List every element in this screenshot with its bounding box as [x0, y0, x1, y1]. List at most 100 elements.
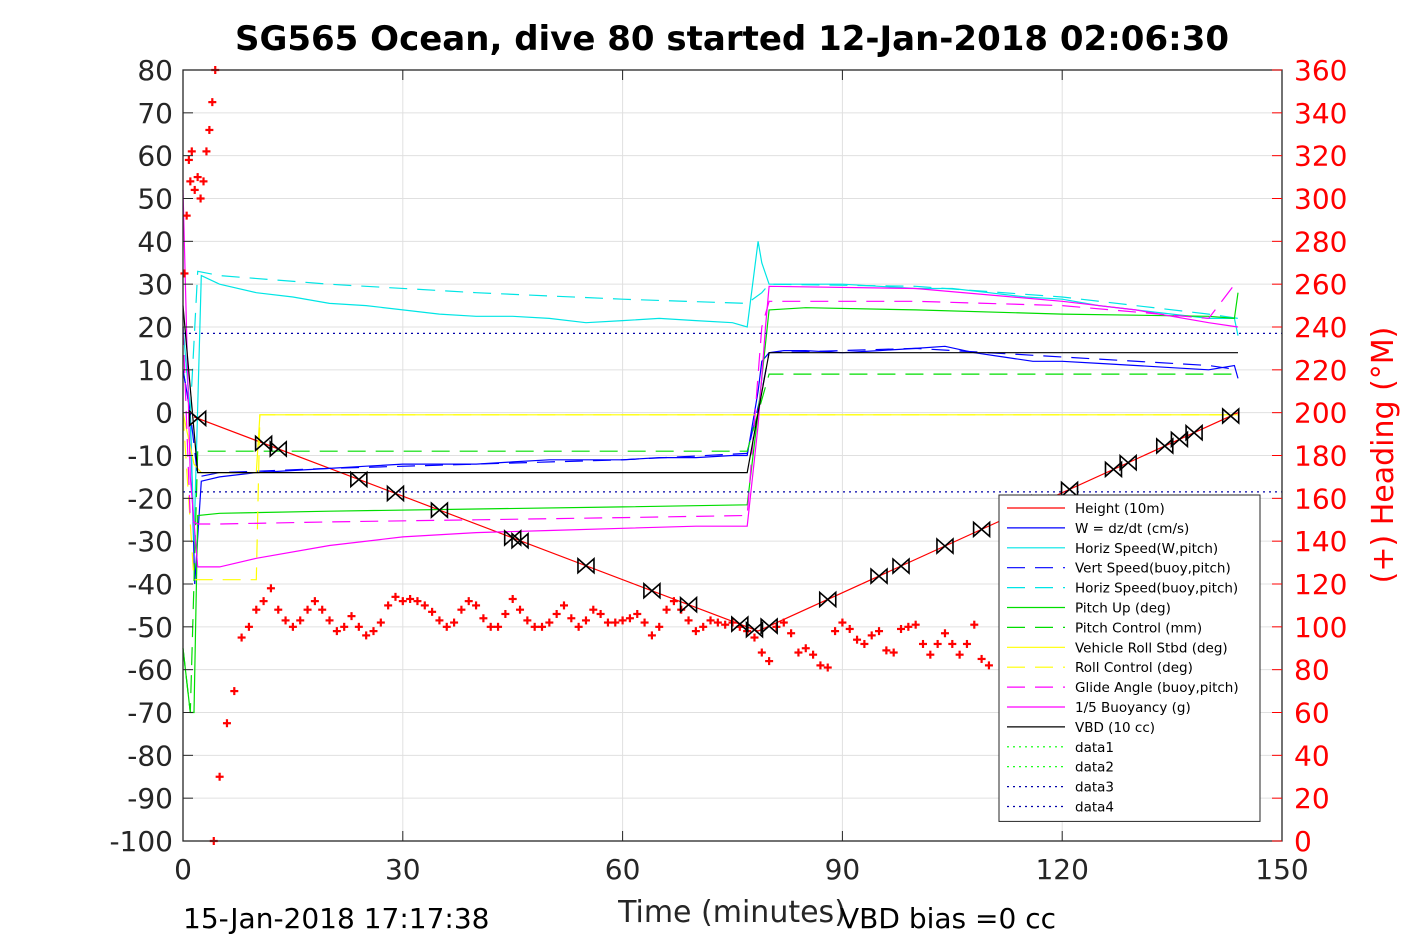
heading-marker	[190, 185, 199, 194]
y2-tick-label: 200	[1294, 397, 1347, 430]
legend-label: Horiz Speed(W,pitch)	[1075, 541, 1218, 557]
y2-tick-label: 20	[1294, 782, 1330, 815]
legend-label: W = dz/dt (cm/s)	[1075, 521, 1189, 537]
heading-marker	[391, 592, 400, 601]
heading-marker	[706, 616, 715, 625]
series-line-5	[182, 292, 1239, 714]
wedge-marker	[1221, 407, 1240, 425]
heading-marker	[559, 601, 568, 610]
footer-vbd-bias: VBD bias =0 cc	[840, 902, 1056, 935]
heading-marker	[274, 605, 283, 614]
legend-box	[998, 494, 1261, 822]
heading-marker	[721, 620, 730, 629]
legend-label: data2	[1075, 760, 1114, 776]
heading-marker	[801, 644, 810, 653]
heading-marker	[215, 772, 224, 781]
heading-marker	[472, 601, 481, 610]
heading-marker	[640, 618, 649, 627]
heading-marker	[325, 616, 334, 625]
heading-marker	[354, 622, 363, 631]
heading-marker	[933, 639, 942, 648]
heading-marker	[259, 597, 268, 606]
y-tick-label: 50	[137, 183, 173, 216]
wedge-marker	[577, 556, 595, 575]
wedge-marker	[972, 520, 991, 539]
y2-tick-label: 360	[1294, 54, 1347, 87]
heading-marker	[296, 616, 305, 625]
y2-tick-label: 0	[1294, 825, 1312, 858]
y-tick-label: -60	[127, 654, 173, 687]
y-tick-label: -30	[127, 525, 173, 558]
y2-axis-label: (+) Heading (°M)	[1366, 327, 1401, 584]
heading-marker	[948, 639, 957, 648]
heading-marker	[662, 605, 671, 614]
wedge-marker	[1119, 453, 1137, 472]
y2-tick-label: 220	[1294, 354, 1347, 387]
wedge-marker	[350, 470, 368, 489]
heading-marker	[684, 616, 693, 625]
y-tick-label: -20	[127, 482, 173, 515]
x-tick-label: 150	[1255, 853, 1308, 886]
heading-marker	[875, 627, 884, 636]
heading-marker	[479, 614, 488, 623]
heading-marker	[266, 584, 275, 593]
heading-marker	[625, 614, 634, 623]
heading-marker	[699, 622, 708, 631]
y2-tick-label: 140	[1294, 525, 1347, 558]
heading-marker	[889, 648, 898, 657]
wedge-marker	[269, 440, 288, 458]
heading-marker	[970, 620, 979, 629]
wedge-marker	[1104, 460, 1123, 479]
y2-tick-label: 160	[1294, 482, 1347, 515]
wedge-marker	[892, 557, 910, 575]
heading-marker	[442, 622, 451, 631]
heading-marker	[611, 618, 620, 627]
series-line-8	[182, 412, 1238, 581]
heading-marker	[779, 618, 788, 627]
y2-tick-label: 80	[1294, 654, 1330, 687]
heading-marker	[574, 622, 583, 631]
wedge-marker	[1185, 423, 1203, 442]
y-tick-label: 70	[137, 97, 173, 130]
y-tick-label: -40	[127, 568, 173, 601]
heading-marker	[406, 594, 415, 603]
heading-marker	[486, 622, 495, 631]
heading-marker	[450, 618, 459, 627]
wedge-marker	[870, 567, 888, 585]
legend-label: data3	[1075, 780, 1114, 796]
heading-marker	[757, 648, 766, 657]
heading-marker	[332, 627, 341, 636]
legend-label: Horiz Speed(buoy,pitch)	[1075, 581, 1238, 597]
wedge-marker	[188, 409, 207, 428]
y-tick-label: -10	[127, 440, 173, 473]
heading-marker	[230, 687, 239, 696]
heading-marker	[867, 631, 876, 640]
heading-marker	[538, 622, 547, 631]
wedge-marker	[386, 484, 405, 503]
legend-label: VBD (10 cc)	[1075, 720, 1155, 736]
heading-marker	[545, 618, 554, 627]
heading-marker	[691, 627, 700, 636]
heading-marker	[222, 719, 231, 728]
heading-marker	[926, 650, 935, 659]
heading-marker	[655, 622, 664, 631]
legend-label: Vert Speed(buoy,pitch)	[1075, 561, 1231, 577]
legend-label: Pitch Up (deg)	[1075, 601, 1171, 617]
heading-marker	[787, 629, 796, 638]
heading-marker	[581, 616, 590, 625]
y-tick-label: 20	[137, 311, 173, 344]
heading-marker	[516, 605, 525, 614]
x-tick-label: 120	[1035, 853, 1088, 886]
heading-marker	[904, 622, 913, 631]
x-tick-label: 60	[605, 853, 641, 886]
heading-marker	[180, 269, 189, 278]
x-tick-label: 0	[174, 853, 192, 886]
heading-marker	[897, 624, 906, 633]
chart-title: SG565 Ocean, dive 80 started 12-Jan-2018…	[235, 19, 1229, 59]
heading-marker	[199, 177, 208, 186]
wedge-marker	[430, 501, 449, 519]
series-line-11	[182, 305, 1238, 474]
heading-marker	[809, 650, 818, 659]
y-tick-label: 80	[137, 54, 173, 87]
